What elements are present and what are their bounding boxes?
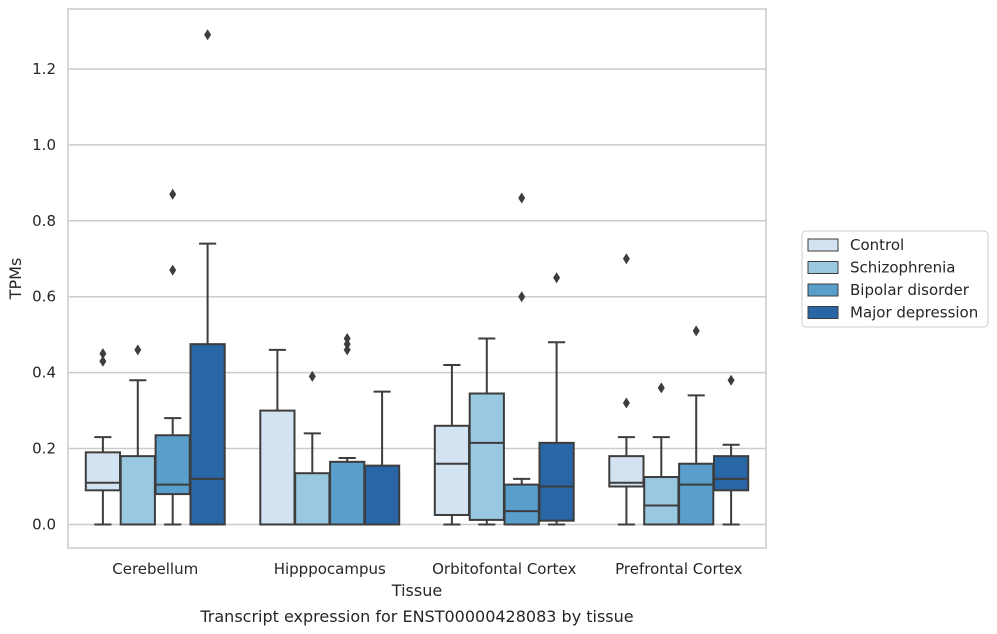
box-group bbox=[329, 332, 366, 526]
box bbox=[363, 464, 401, 526]
outlier-point bbox=[553, 272, 561, 284]
box-group bbox=[503, 192, 540, 526]
box bbox=[538, 441, 575, 522]
box bbox=[259, 409, 296, 526]
box bbox=[294, 472, 331, 526]
legend-frame bbox=[801, 230, 989, 328]
y-axis-title: TPMs bbox=[6, 258, 25, 301]
x-axis-title: Tissue bbox=[391, 581, 442, 600]
box-group bbox=[259, 348, 296, 526]
box bbox=[84, 451, 122, 492]
y-tick-label: 0.8 bbox=[32, 212, 56, 230]
plot-frame bbox=[67, 8, 767, 549]
box bbox=[329, 460, 366, 526]
box-groups bbox=[84, 29, 750, 526]
box bbox=[433, 424, 471, 516]
box-group bbox=[119, 344, 156, 526]
y-tick-label: 0.6 bbox=[32, 288, 56, 306]
outlier-point bbox=[99, 355, 107, 367]
outlier-point bbox=[343, 332, 351, 344]
outlier-point bbox=[343, 344, 351, 356]
legend-swatch bbox=[807, 306, 839, 319]
box-group bbox=[608, 253, 645, 526]
box bbox=[503, 483, 540, 526]
outlier-point bbox=[727, 374, 735, 386]
x-tick-label: Hipppocampus bbox=[274, 560, 386, 578]
y-tick-label: 0.0 bbox=[32, 515, 56, 533]
x-tick-label: Prefrontal Cortex bbox=[615, 560, 742, 578]
y-axis-ticks: 0.0 0.2 0.4 0.6 0.8 1.0 1.2 bbox=[32, 60, 56, 533]
legend-swatch bbox=[807, 261, 839, 274]
legend-swatch bbox=[807, 283, 839, 297]
box-group bbox=[189, 29, 226, 526]
legend-label: Schizophrenia bbox=[850, 259, 955, 277]
box-group bbox=[678, 325, 715, 526]
outlier-point bbox=[657, 382, 665, 394]
box-group bbox=[363, 390, 401, 526]
outlier-point bbox=[343, 338, 351, 350]
y-tick-label: 1.2 bbox=[32, 60, 56, 78]
box bbox=[712, 455, 750, 492]
box bbox=[189, 343, 226, 526]
outlier-point bbox=[204, 29, 212, 41]
legend-swatch bbox=[807, 238, 839, 252]
outlier-point bbox=[518, 192, 526, 204]
box bbox=[468, 392, 505, 521]
y-tick-label: 1.0 bbox=[32, 136, 56, 154]
outlier-point bbox=[99, 348, 107, 360]
box-group bbox=[643, 382, 680, 526]
chart-caption: Transcript expression for ENST0000042808… bbox=[199, 607, 633, 626]
y-tick-label: 0.4 bbox=[32, 364, 56, 382]
box bbox=[608, 455, 645, 488]
outlier-point bbox=[169, 264, 177, 276]
outlier-point bbox=[134, 344, 142, 356]
y-tick-label: 0.2 bbox=[32, 440, 56, 458]
box-group bbox=[154, 188, 191, 526]
outlier-point bbox=[518, 291, 526, 303]
outlier-point bbox=[308, 370, 316, 382]
legend-label: Bipolar disorder bbox=[850, 281, 970, 299]
box-group bbox=[712, 374, 750, 526]
box-group bbox=[538, 272, 575, 526]
legend: Control Schizophrenia Bipolar disorder Majo… bbox=[801, 230, 989, 328]
outlier-point bbox=[622, 397, 630, 409]
x-tick-label: Orbitofontal Cortex bbox=[432, 560, 576, 578]
x-axis-ticks: Cerebellum Hipppocampus Orbitofontal Corte… bbox=[112, 560, 742, 578]
legend-label: Control bbox=[850, 236, 904, 254]
outlier-point bbox=[692, 325, 700, 337]
x-tick-label: Cerebellum bbox=[112, 560, 198, 578]
box-group bbox=[468, 337, 505, 526]
outlier-point bbox=[622, 253, 630, 265]
legend-label: Major depression bbox=[850, 304, 978, 322]
box bbox=[643, 476, 680, 526]
box bbox=[678, 462, 715, 526]
box bbox=[119, 455, 156, 526]
outlier-point bbox=[169, 188, 177, 200]
